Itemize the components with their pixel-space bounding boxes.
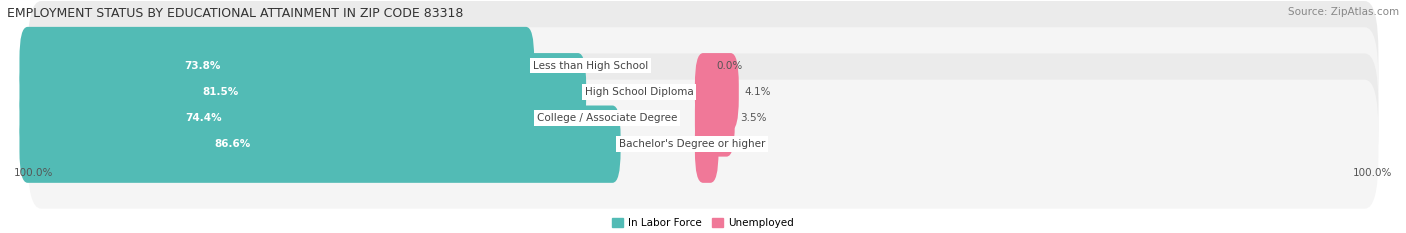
FancyBboxPatch shape bbox=[28, 54, 1378, 182]
FancyBboxPatch shape bbox=[695, 53, 738, 130]
FancyBboxPatch shape bbox=[20, 79, 538, 157]
Text: 81.5%: 81.5% bbox=[202, 87, 239, 97]
FancyBboxPatch shape bbox=[695, 79, 735, 157]
Text: 1.1%: 1.1% bbox=[724, 139, 751, 149]
Text: College / Associate Degree: College / Associate Degree bbox=[537, 113, 678, 123]
Text: 74.4%: 74.4% bbox=[186, 113, 222, 123]
Text: EMPLOYMENT STATUS BY EDUCATIONAL ATTAINMENT IN ZIP CODE 83318: EMPLOYMENT STATUS BY EDUCATIONAL ATTAINM… bbox=[7, 7, 464, 20]
Text: 86.6%: 86.6% bbox=[214, 139, 250, 149]
FancyBboxPatch shape bbox=[28, 1, 1378, 130]
Legend: In Labor Force, Unemployed: In Labor Force, Unemployed bbox=[613, 218, 793, 228]
FancyBboxPatch shape bbox=[20, 27, 534, 104]
Text: 73.8%: 73.8% bbox=[184, 61, 221, 71]
FancyBboxPatch shape bbox=[20, 106, 620, 183]
Text: 100.0%: 100.0% bbox=[14, 168, 53, 178]
FancyBboxPatch shape bbox=[28, 27, 1378, 156]
Text: 0.0%: 0.0% bbox=[717, 61, 742, 71]
Text: Bachelor's Degree or higher: Bachelor's Degree or higher bbox=[619, 139, 766, 149]
Text: High School Diploma: High School Diploma bbox=[585, 87, 693, 97]
Text: 3.5%: 3.5% bbox=[740, 113, 766, 123]
FancyBboxPatch shape bbox=[695, 106, 718, 183]
Text: Source: ZipAtlas.com: Source: ZipAtlas.com bbox=[1288, 7, 1399, 17]
FancyBboxPatch shape bbox=[20, 53, 586, 130]
FancyBboxPatch shape bbox=[28, 80, 1378, 209]
Text: 100.0%: 100.0% bbox=[1353, 168, 1392, 178]
Text: 4.1%: 4.1% bbox=[744, 87, 770, 97]
Text: Less than High School: Less than High School bbox=[533, 61, 648, 71]
